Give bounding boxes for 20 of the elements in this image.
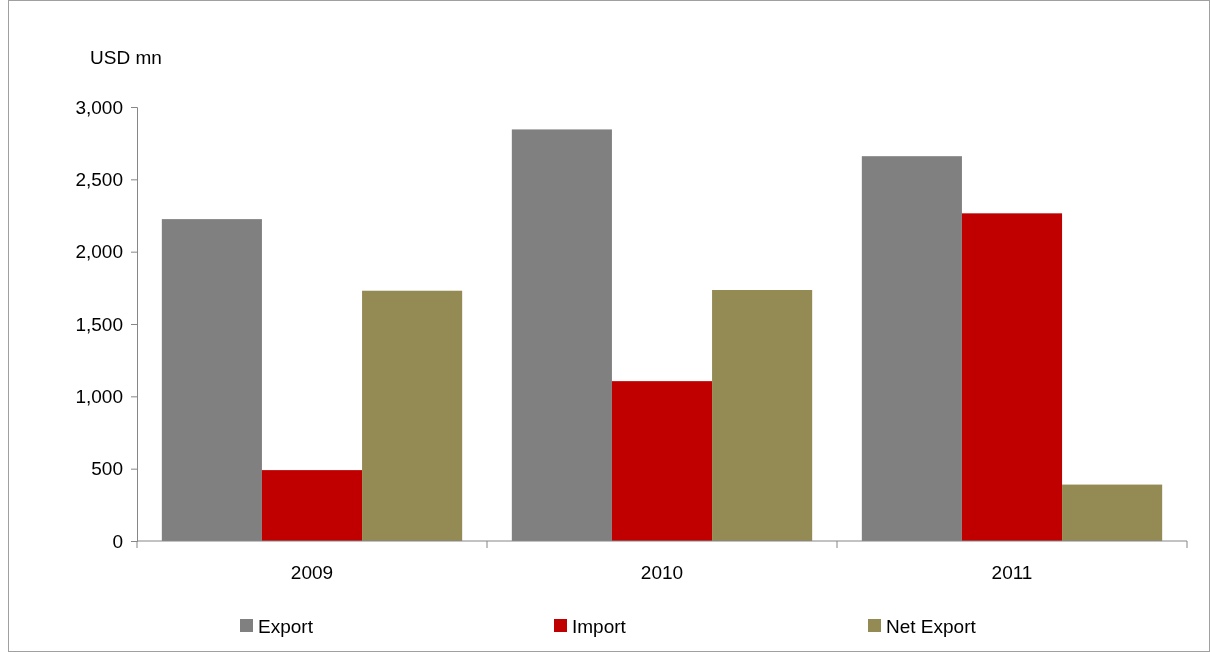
y-tick-label: 1,000: [75, 385, 123, 407]
y-tick-label: 500: [91, 458, 123, 480]
y-tick-label: 2,000: [75, 241, 123, 263]
y-tick-label: 2,500: [75, 168, 123, 190]
legend-label: Import: [572, 616, 627, 637]
y-tick-label: 0: [112, 530, 123, 552]
y-tick-label: 3,000: [75, 96, 123, 118]
bar: [961, 213, 1063, 541]
bar: [1062, 484, 1163, 541]
bar: [362, 290, 463, 541]
y-axis-title: USD mn: [90, 47, 162, 68]
x-tick-label: 2011: [991, 562, 1033, 583]
legend-label: Net Export: [886, 616, 977, 637]
y-tick-label: 1,500: [75, 313, 123, 335]
x-tick-label: 2010: [640, 562, 684, 583]
legend-label: Export: [258, 616, 314, 637]
bar: [712, 290, 813, 541]
bar: [611, 381, 713, 541]
bar: [261, 470, 363, 541]
x-tick-label: 2009: [290, 562, 334, 583]
